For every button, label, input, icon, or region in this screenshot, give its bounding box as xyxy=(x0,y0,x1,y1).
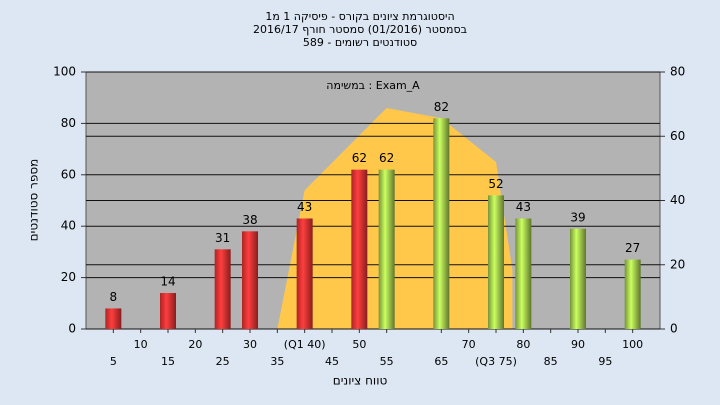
bar xyxy=(570,228,586,329)
x-tick-label: 65 xyxy=(434,355,448,368)
y2-tick-label: 80 xyxy=(670,65,685,79)
y-tick-label: 40 xyxy=(61,219,76,233)
x-tick-label: 55 xyxy=(380,355,394,368)
legend-label: במשימה : Exam_A xyxy=(326,79,420,92)
y-axis-label: מספר סטודנטים xyxy=(27,159,41,242)
data-label: 27 xyxy=(625,241,640,255)
chart-subtitle: סטודנטים רשומים - 589 xyxy=(303,36,417,49)
x-tick-label: (Q3 75) xyxy=(475,355,517,368)
x-tick-label: 45 xyxy=(325,355,339,368)
bar xyxy=(242,231,258,329)
bar xyxy=(214,249,231,329)
x-tick-label: 90 xyxy=(571,338,585,351)
data-label: 14 xyxy=(160,275,175,289)
bar xyxy=(433,118,450,329)
x-tick-label: 95 xyxy=(598,355,612,368)
data-label: 31 xyxy=(215,231,230,245)
x-tick-label: 30 xyxy=(243,338,257,351)
data-label: 52 xyxy=(488,177,503,191)
data-label: 43 xyxy=(516,200,531,214)
x-tick-label: 80 xyxy=(516,338,530,351)
x-tick-label: 10 xyxy=(134,338,148,351)
bar xyxy=(105,308,122,329)
y-tick-label: 80 xyxy=(61,116,76,130)
x-axis-label: טווח ציונים xyxy=(333,374,388,388)
y-tick-label: 20 xyxy=(61,270,76,284)
bar xyxy=(515,218,532,329)
data-label: 43 xyxy=(297,200,312,214)
x-tick-label: 35 xyxy=(270,355,284,368)
area xyxy=(277,107,513,329)
data-label: 38 xyxy=(242,213,257,227)
y2-tick-label: 20 xyxy=(670,257,685,271)
data-label: 8 xyxy=(110,290,118,304)
y2-tick-label: 60 xyxy=(670,129,685,143)
x-tick-label: 25 xyxy=(216,355,230,368)
x-tick-label: 85 xyxy=(544,355,558,368)
y-tick-label: 100 xyxy=(53,65,76,79)
x-tick-label: 20 xyxy=(188,338,202,351)
x-tick-label: 50 xyxy=(352,338,366,351)
data-label: 39 xyxy=(570,210,585,224)
x-tick-label: 5 xyxy=(110,355,117,368)
x-tick-label: 15 xyxy=(161,355,175,368)
y2-tick-label: 40 xyxy=(670,193,685,207)
y-tick-label: 0 xyxy=(68,322,76,336)
bar xyxy=(296,218,313,329)
bar xyxy=(160,293,176,329)
x-tick-label: (Q1 40) xyxy=(284,338,326,351)
bar xyxy=(351,169,368,329)
x-tick-label: 100 xyxy=(622,338,643,351)
data-label: 62 xyxy=(379,151,394,165)
bar xyxy=(378,169,395,329)
bar xyxy=(488,195,504,329)
data-label: 82 xyxy=(434,100,449,114)
chart-title: היסטוגרמת ציונים בקורס - פיסיקה 1 מ1 xyxy=(265,10,454,23)
y-tick-label: 60 xyxy=(61,167,76,181)
y2-tick-label: 0 xyxy=(670,322,678,336)
bar xyxy=(624,259,641,329)
x-tick-label: 70 xyxy=(462,338,476,351)
chart-subtitle: בסמסטר (01/2016) סמסטר חורף 2016/17 xyxy=(253,23,467,36)
data-label: 62 xyxy=(352,151,367,165)
